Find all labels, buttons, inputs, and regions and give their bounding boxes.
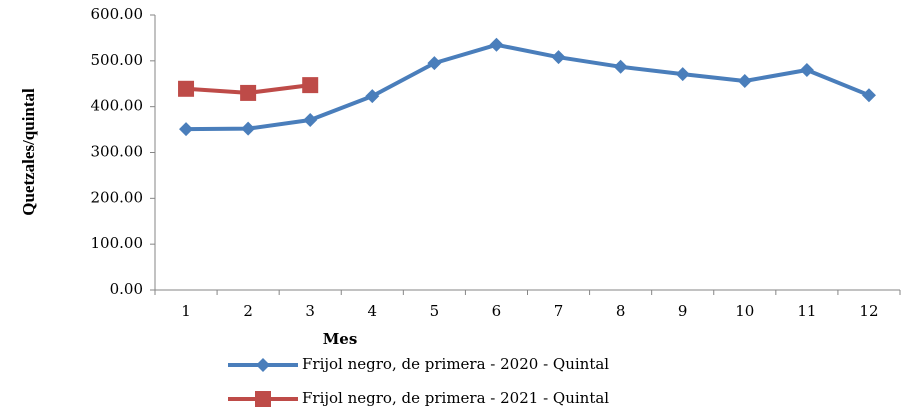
marker xyxy=(178,80,195,97)
x-tick-label: 9 xyxy=(678,302,688,320)
marker xyxy=(365,89,380,104)
y-axis-title: Quetzales/quintal xyxy=(19,88,38,216)
marker xyxy=(302,77,319,94)
marker xyxy=(613,59,628,74)
x-tick-label: 2 xyxy=(243,302,253,320)
legend-label: Frijol negro, de primera - 2020 - Quinta… xyxy=(302,355,609,373)
y-tick-label: 500.00 xyxy=(91,51,144,69)
y-tick-label: 0.00 xyxy=(110,280,143,298)
marker xyxy=(799,63,814,77)
x-tick-label: 8 xyxy=(616,302,626,320)
x-tick-label: 11 xyxy=(797,302,816,320)
series-line xyxy=(186,42,870,132)
marker xyxy=(427,56,442,71)
x-tick-label: 3 xyxy=(305,302,315,320)
x-tick-label: 5 xyxy=(430,302,440,320)
marker xyxy=(255,391,271,407)
x-tick-label: 4 xyxy=(368,302,378,320)
marker xyxy=(675,67,690,82)
x-tick-label: 1 xyxy=(181,302,191,320)
y-tick-label: 600.00 xyxy=(91,5,144,23)
marker xyxy=(737,74,752,88)
marker xyxy=(241,121,256,136)
y-tick-label: 200.00 xyxy=(91,188,144,206)
x-axis-title: Mes xyxy=(323,330,358,348)
marker xyxy=(303,112,318,127)
y-tick-label: 300.00 xyxy=(91,143,144,161)
marker xyxy=(179,122,194,137)
legend-label: Frijol negro, de primera - 2021 - Quinta… xyxy=(302,389,609,407)
x-tick-label: 10 xyxy=(735,302,754,320)
marker xyxy=(240,84,257,101)
x-tick-label: 12 xyxy=(859,302,878,320)
marker xyxy=(551,50,566,65)
y-tick-label: 400.00 xyxy=(91,97,144,115)
y-tick-label: 100.00 xyxy=(91,234,144,252)
x-tick-label: 7 xyxy=(554,302,564,320)
x-tick-label: 6 xyxy=(492,302,502,320)
marker xyxy=(861,88,876,103)
marker xyxy=(256,358,270,372)
marker xyxy=(489,37,504,52)
